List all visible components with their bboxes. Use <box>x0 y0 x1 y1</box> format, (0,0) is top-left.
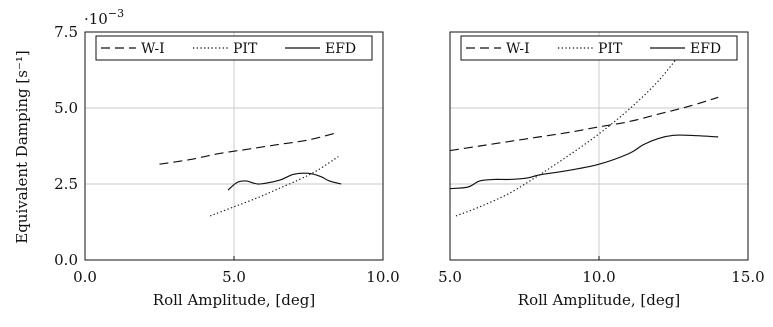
y-tick-label: 0.0 <box>54 251 78 269</box>
left-panel: 0.0 5.0 10.0 0.0 2.5 5.0 7.5 Roll Amplitude, [d… <box>54 23 400 309</box>
legend-pit-label: PIT <box>598 41 623 57</box>
x-tick-label: 5.0 <box>438 268 462 286</box>
legend-pit-label: PIT <box>233 41 258 57</box>
legend-w-i-label: W-I <box>141 41 165 57</box>
x-tick-label: 10.0 <box>366 268 399 286</box>
legend-efd-label: EFD <box>325 41 356 57</box>
x-tick-label: 0.0 <box>73 268 97 286</box>
series-pit-line <box>455 46 686 217</box>
legend-box <box>460 35 738 61</box>
y-axis-multiplier-power: −3 <box>108 7 124 20</box>
series-w-i-line <box>159 131 339 165</box>
series-efd-line <box>450 134 719 190</box>
series-w-i-line <box>450 96 719 152</box>
y-axis-multiplier: ·10−3 <box>84 7 124 28</box>
plot-frame <box>449 31 749 261</box>
series-pit-line <box>209 156 339 217</box>
plot-frame <box>84 31 384 261</box>
legend-box <box>95 35 373 61</box>
right-panel: 5.0 10.0 15.0 Roll Amplitude, [deg] W-I PIT EF… <box>438 31 765 309</box>
plot-area <box>450 46 719 217</box>
x-tick-label: 10.0 <box>582 268 615 286</box>
legend: W-I PIT EFD <box>95 35 373 61</box>
y-axis-label: Equivalent Damping [s⁻¹] <box>13 50 31 244</box>
plot-area <box>159 131 342 217</box>
y-tick-label: 5.0 <box>54 99 78 117</box>
x-axis-label: Roll Amplitude, [deg] <box>518 291 680 309</box>
x-tick-label: 15.0 <box>731 268 764 286</box>
x-tick-label: 5.0 <box>222 268 246 286</box>
y-tick-label: 7.5 <box>54 23 78 41</box>
legend: W-I PIT EFD <box>460 35 738 61</box>
y-tick-label: 2.5 <box>54 175 78 193</box>
y-axis-multiplier-base: ·10 <box>84 10 108 28</box>
legend-w-i-label: W-I <box>506 41 530 57</box>
x-axis-label: Roll Amplitude, [deg] <box>153 291 315 309</box>
series-efd-line <box>227 172 342 191</box>
legend-efd-label: EFD <box>690 41 721 57</box>
